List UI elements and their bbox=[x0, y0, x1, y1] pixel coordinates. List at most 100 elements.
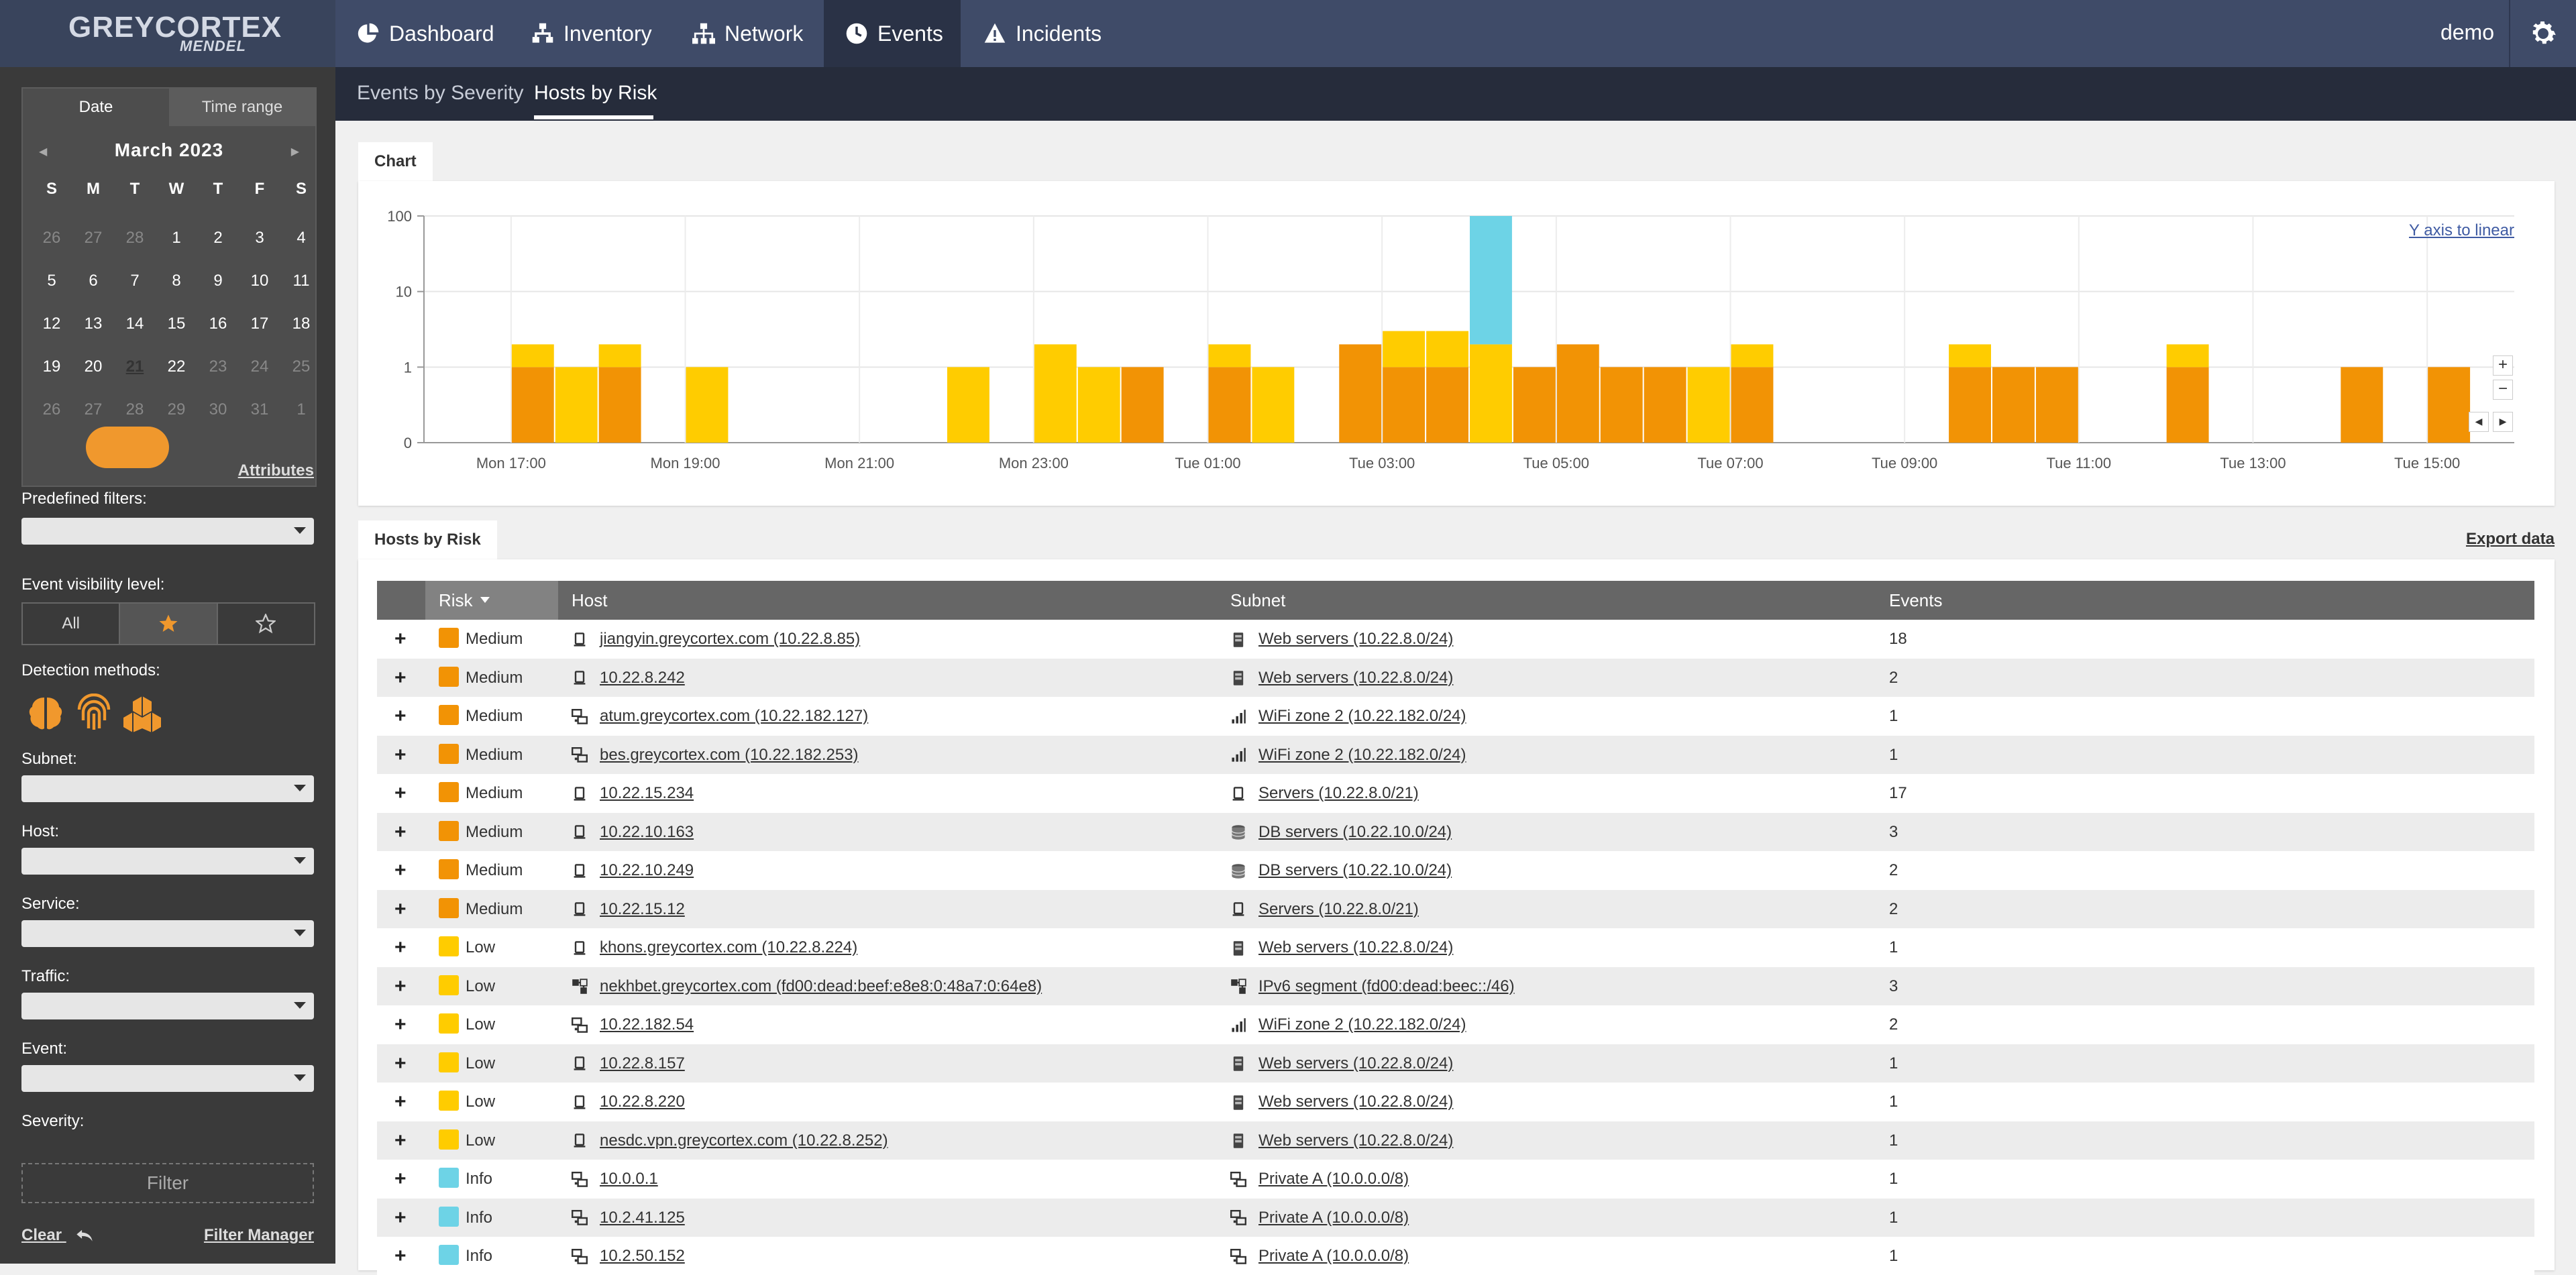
bar-medium[interactable] bbox=[1731, 367, 1774, 443]
host-link[interactable]: 10.22.15.12 bbox=[600, 899, 685, 918]
table-row[interactable]: + Medium 10.22.15.234 Servers (10.22.8.0/21… bbox=[377, 774, 2534, 812]
bar-medium[interactable] bbox=[1992, 367, 2035, 443]
calendar-day[interactable]: 16 bbox=[209, 315, 227, 333]
subnet-link[interactable]: DB servers (10.22.10.0/24) bbox=[1258, 822, 1452, 841]
next-month-icon[interactable]: ▶ bbox=[290, 146, 299, 158]
predefined-filters-select[interactable] bbox=[21, 518, 314, 545]
calendar-day[interactable]: 15 bbox=[167, 315, 186, 333]
expand-row-button[interactable]: + bbox=[394, 666, 407, 689]
bar-low[interactable] bbox=[947, 367, 989, 443]
calendar-day[interactable]: 17 bbox=[250, 315, 269, 333]
bar-medium[interactable] bbox=[598, 367, 641, 443]
visibility-all-button[interactable]: All bbox=[23, 604, 121, 644]
bar-medium[interactable] bbox=[1600, 367, 1643, 443]
subnet-link[interactable]: DB servers (10.22.10.0/24) bbox=[1258, 861, 1452, 879]
expand-row-button[interactable]: + bbox=[394, 897, 407, 920]
attributes-link[interactable]: Attributes bbox=[237, 461, 314, 480]
bar-medium[interactable] bbox=[2428, 367, 2471, 443]
user-menu[interactable]: demo bbox=[2440, 20, 2494, 44]
host-link[interactable]: 10.22.8.157 bbox=[600, 1054, 685, 1072]
table-row[interactable]: + Info 10.0.0.1 Private A (10.0.0.0/8) 1 bbox=[377, 1160, 2534, 1198]
bar-medium[interactable] bbox=[2166, 367, 2209, 443]
subnet-link[interactable]: Web servers (10.22.8.0/24) bbox=[1258, 1054, 1454, 1072]
calendar-day[interactable]: 26 bbox=[42, 400, 61, 419]
expand-row-button[interactable]: + bbox=[394, 628, 407, 650]
calendar-day[interactable]: 25 bbox=[292, 357, 311, 376]
subnet-link[interactable]: WiFi zone 2 (10.22.182.0/24) bbox=[1258, 745, 1466, 764]
bar-low[interactable] bbox=[2166, 344, 2209, 368]
calendar-day[interactable]: 18 bbox=[292, 315, 311, 333]
table-row[interactable]: + Info 10.2.50.152 Private A (10.0.0.0/8) 1 bbox=[377, 1237, 2534, 1275]
export-data-link[interactable]: Export data bbox=[2465, 530, 2555, 548]
table-row[interactable]: + Low 10.22.8.220 Web servers (10.22.8.0/24… bbox=[377, 1083, 2534, 1121]
subnet-link[interactable]: WiFi zone 2 (10.22.182.0/24) bbox=[1258, 707, 1466, 725]
bar-low[interactable] bbox=[511, 344, 554, 368]
table-row[interactable]: + Low 10.22.8.157 Web servers (10.22.8.0/24… bbox=[377, 1044, 2534, 1083]
bar-low[interactable] bbox=[1731, 344, 1774, 368]
calendar-day[interactable]: 24 bbox=[250, 357, 269, 376]
host-link[interactable]: 10.22.182.54 bbox=[600, 1015, 694, 1034]
expand-row-button[interactable]: + bbox=[394, 1206, 407, 1229]
subnet-link[interactable]: Servers (10.22.8.0/21) bbox=[1258, 899, 1419, 918]
calendar-day[interactable]: 11 bbox=[292, 272, 310, 290]
subnet-link[interactable]: Private A (10.0.0.0/8) bbox=[1258, 1170, 1409, 1188]
bar-low[interactable] bbox=[1470, 344, 1512, 443]
bar-medium[interactable] bbox=[1383, 367, 1426, 443]
zoom-out-button[interactable]: − bbox=[2493, 380, 2513, 400]
calendar-day[interactable]: 29 bbox=[167, 400, 186, 419]
bar-medium[interactable] bbox=[2035, 367, 2078, 443]
bar-low[interactable] bbox=[1208, 344, 1251, 368]
calendar-day[interactable]: 26 bbox=[42, 229, 61, 247]
expand-row-button[interactable]: + bbox=[394, 1052, 407, 1074]
fingerprint-icon[interactable] bbox=[74, 694, 114, 734]
tab-time-range[interactable]: Time range bbox=[169, 89, 315, 126]
host-link[interactable]: jiangyin.greycortex.com (10.22.8.85) bbox=[600, 630, 861, 648]
subnet-select[interactable] bbox=[21, 775, 314, 802]
table-row[interactable]: + Medium 10.22.10.249 DB servers (10.22.10.… bbox=[377, 851, 2534, 889]
table-row[interactable]: + Medium bes.greycortex.com (10.22.182.253… bbox=[377, 735, 2534, 774]
host-select[interactable] bbox=[21, 848, 314, 875]
calendar-day[interactable]: 3 bbox=[255, 229, 264, 247]
host-link[interactable]: khons.greycortex.com (10.22.8.224) bbox=[600, 938, 858, 956]
filter-manager-link[interactable]: Filter Manager bbox=[203, 1226, 314, 1244]
calendar-day[interactable]: 23 bbox=[209, 357, 227, 376]
visibility-starred-button[interactable] bbox=[120, 604, 218, 644]
bar-low[interactable] bbox=[1252, 367, 1295, 443]
host-link[interactable]: 10.0.0.1 bbox=[600, 1170, 658, 1188]
table-row[interactable]: + Low nesdc.vpn.greycortex.com (10.22.8.25… bbox=[377, 1121, 2534, 1160]
pan-left-button[interactable]: ◀ bbox=[2469, 412, 2489, 432]
host-link[interactable]: bes.greycortex.com (10.22.182.253) bbox=[600, 745, 859, 764]
nav-incidents[interactable]: Incidents bbox=[983, 0, 1102, 67]
subnet-link[interactable]: Web servers (10.22.8.0/24) bbox=[1258, 1093, 1454, 1111]
table-row[interactable]: + Low khons.greycortex.com (10.22.8.224) We… bbox=[377, 928, 2534, 966]
bar-low[interactable] bbox=[1426, 331, 1468, 368]
bar-low[interactable] bbox=[598, 344, 641, 368]
table-panel-tab[interactable]: Hosts by Risk bbox=[358, 520, 497, 559]
bar-low[interactable] bbox=[686, 367, 729, 443]
expand-row-button[interactable]: + bbox=[394, 936, 407, 958]
host-link[interactable]: atum.greycortex.com (10.22.182.127) bbox=[600, 707, 869, 725]
filter-button[interactable]: Filter bbox=[21, 1163, 314, 1203]
chart-panel-tab[interactable]: Chart bbox=[358, 142, 433, 181]
calendar-day[interactable]: 14 bbox=[125, 315, 144, 333]
tab-hosts-by-risk[interactable]: Hosts by Risk bbox=[534, 82, 657, 104]
expand-row-button[interactable]: + bbox=[394, 1168, 407, 1190]
calendar-day[interactable]: 5 bbox=[47, 272, 56, 290]
bar-info[interactable] bbox=[1470, 216, 1512, 345]
expand-row-button[interactable]: + bbox=[394, 705, 407, 727]
calendar-day[interactable]: 13 bbox=[84, 315, 103, 333]
nav-dashboard[interactable]: Dashboard bbox=[357, 0, 494, 67]
traffic-select[interactable] bbox=[21, 993, 314, 1019]
table-row[interactable]: + Medium jiangyin.greycortex.com (10.22.8.… bbox=[377, 620, 2534, 658]
host-link[interactable]: 10.22.10.163 bbox=[600, 822, 694, 841]
table-row[interactable]: + Medium 10.22.15.12 Servers (10.22.8.0/21)… bbox=[377, 889, 2534, 928]
tab-date[interactable]: Date bbox=[23, 89, 169, 126]
expand-row-button[interactable]: + bbox=[394, 975, 407, 997]
calendar-day[interactable]: 6 bbox=[89, 272, 98, 290]
calendar-day[interactable]: 31 bbox=[250, 400, 269, 419]
bar-medium[interactable] bbox=[1513, 367, 1556, 443]
bar-medium[interactable] bbox=[1121, 367, 1164, 443]
calendar-day[interactable]: 4 bbox=[297, 229, 306, 247]
subnet-link[interactable]: Private A (10.0.0.0/8) bbox=[1258, 1208, 1409, 1227]
nav-inventory[interactable]: Inventory bbox=[531, 0, 652, 67]
